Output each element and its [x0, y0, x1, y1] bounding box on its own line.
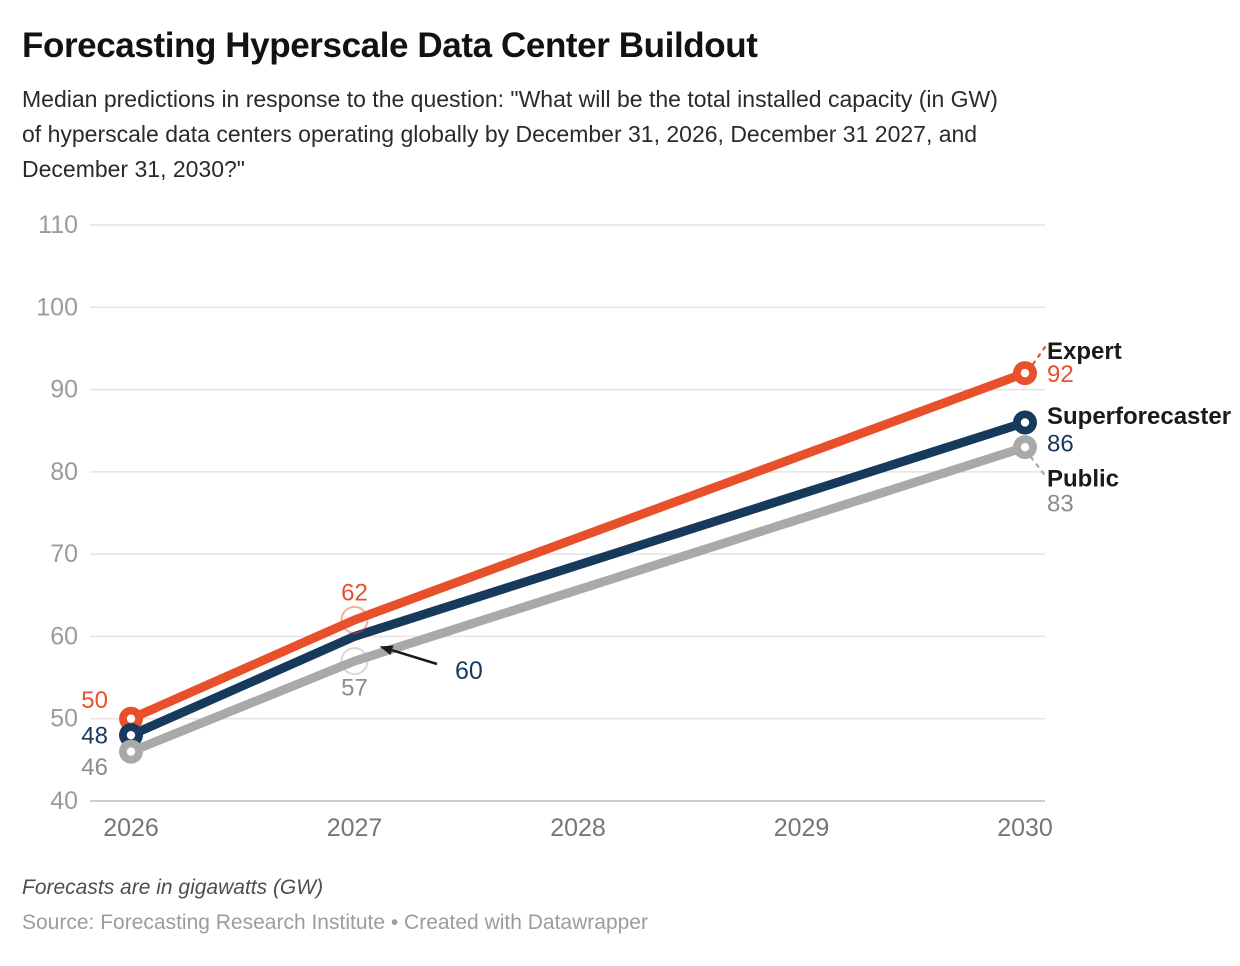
data-point-hole [126, 730, 136, 740]
series-line-superforecaster [126, 417, 1030, 740]
data-point-hole [126, 747, 136, 756]
data-point-hollow [340, 605, 369, 634]
data-point-hole [1020, 418, 1030, 427]
y-tick-label: 90 [50, 376, 78, 404]
series-end-label: Expert [1047, 338, 1122, 365]
y-tick-label: 50 [50, 705, 78, 733]
value-label: 48 [81, 723, 108, 750]
chart-title: Forecasting Hyperscale Data Center Build… [22, 26, 758, 65]
data-point-hole [1020, 368, 1030, 378]
data-point-hole [1020, 442, 1030, 452]
y-tick-label: 110 [38, 211, 78, 239]
y-tick-label: 60 [50, 622, 78, 650]
series-line-public [126, 442, 1030, 757]
chart-subtitle-line: Median predictions in response to the qu… [22, 86, 998, 112]
value-label: 46 [81, 754, 108, 781]
x-tick-label: 2030 [997, 814, 1053, 842]
chart-footnote: Forecasts are in gigawatts (GW) [22, 876, 324, 899]
leader-line [1029, 456, 1046, 476]
data-point-hollow [340, 647, 369, 676]
line-chart-svg: 40 50 60 70 80 90 100 110 2026 2027 2028 2029 2030 50… [36, 211, 1231, 842]
series-end-label: Public [1047, 466, 1119, 493]
value-label: 62 [341, 579, 368, 606]
series-end-value: 92 [1047, 361, 1074, 388]
x-tick-label: 2026 [103, 814, 159, 842]
series-line-expert [126, 368, 1030, 724]
annotation-label: 60 [455, 657, 483, 685]
x-tick-label: 2029 [774, 814, 830, 842]
series-end-value: 83 [1047, 491, 1074, 518]
value-label: 57 [341, 675, 368, 702]
x-tick-label: 2027 [327, 814, 383, 842]
y-tick-label: 40 [50, 787, 78, 815]
x-tick-label: 2028 [550, 814, 606, 842]
chart-card: Forecasting Hyperscale Data Center Build… [0, 26, 1240, 966]
series-end-value: 86 [1047, 430, 1074, 457]
chart-subtitle: Median predictions in response to the qu… [22, 82, 1216, 187]
leader-line [1031, 346, 1047, 366]
annotation-arrowhead [379, 645, 394, 656]
y-tick-label: 100 [36, 293, 78, 321]
chart-subtitle-line: of hyperscale data centers operating glo… [22, 121, 978, 147]
value-label: 50 [81, 687, 108, 714]
y-tick-label: 80 [50, 458, 78, 486]
series-end-label: Superforecaster [1047, 403, 1231, 430]
y-tick-label: 70 [50, 540, 78, 568]
chart-subtitle-line: December 31, 2030?" [22, 156, 245, 182]
annotation-arrow [391, 649, 438, 666]
chart-source: Source: Forecasting Research Institute •… [22, 911, 648, 934]
data-point-hole [126, 714, 136, 723]
line-chart: 40 50 60 70 80 90 100 110 2026 2027 2028 2029 2030 50… [0, 200, 1240, 860]
